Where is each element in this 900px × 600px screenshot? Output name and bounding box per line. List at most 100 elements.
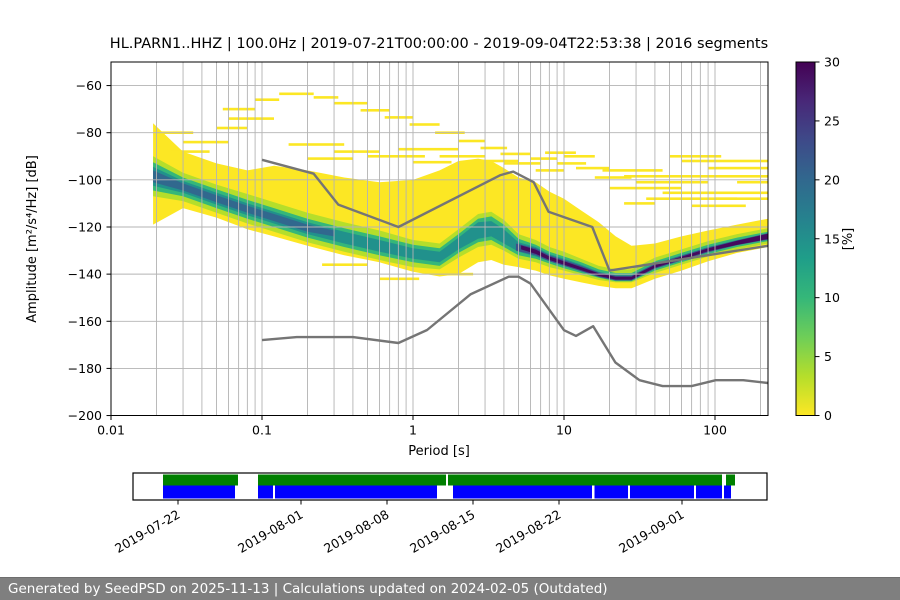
timeline-date-label: 2019-08-15 xyxy=(407,507,477,556)
heatmap-streak xyxy=(413,160,452,164)
heatmap-streak xyxy=(216,126,248,130)
colorbar-label: [%] xyxy=(841,228,856,251)
colorbar-tick-label: 30 xyxy=(824,55,840,70)
timeline-date-label: 2019-08-01 xyxy=(235,507,305,556)
heatmap-streak xyxy=(307,157,353,160)
x-tick-label: 0.01 xyxy=(97,423,125,438)
ppsd-figure: 0.01 0.1 1 10 100−60−80−100−120−140−160−180−… xyxy=(25,36,856,556)
y-tick-label: −140 xyxy=(68,267,102,282)
timeline-date-label: 2019-08-08 xyxy=(321,507,391,556)
axis-ticks: 0.01 0.1 1 10 100 −60 −80 −100 −120 −140 −160 −180 −… xyxy=(68,78,727,437)
ppsd-heatmap xyxy=(153,92,768,289)
heatmap-streak xyxy=(384,116,413,119)
x-tick-label: 10 xyxy=(556,423,572,438)
x-tick-label: 1 xyxy=(409,423,417,438)
plot-grid xyxy=(111,62,768,416)
heatmap-streak xyxy=(737,180,768,184)
x-tick-label: 0.1 xyxy=(252,423,272,438)
heatmap-streak xyxy=(473,159,519,163)
coverage-timeline: 2019-07-22 2019-08-01 2019-08-08 2019-08-15… xyxy=(112,472,768,556)
colorbar-tick-label: 0 xyxy=(824,408,832,423)
heatmap-streak xyxy=(288,143,345,146)
heatmap-streak xyxy=(602,169,663,172)
heatmap-streak xyxy=(367,155,425,158)
footer-bar: Generated by SeedPSD on 2025-11-13 | Cal… xyxy=(0,577,900,600)
heatmap-streak xyxy=(681,159,768,163)
heatmap-streak xyxy=(624,175,768,178)
timeline-date-label: 2019-09-01 xyxy=(616,507,686,556)
nhnm-line xyxy=(261,158,768,272)
heatmap-streak xyxy=(708,166,768,170)
colorbar-tick-label: 25 xyxy=(824,113,840,128)
heatmap-streak xyxy=(715,197,768,200)
heatmap-streak xyxy=(398,147,459,151)
y-tick-label: −180 xyxy=(68,361,102,376)
colorbar-tick-label: 5 xyxy=(824,349,832,364)
heatmap-streak xyxy=(171,150,210,153)
colorbar-tick-label: 15 xyxy=(824,231,840,246)
heatmap-streak xyxy=(313,96,339,99)
timeline-green-segment xyxy=(258,474,446,486)
footer-text: Generated by SeedPSD on 2025-11-13 | Cal… xyxy=(8,581,608,597)
heatmap-band-pdf-1pct xyxy=(153,123,768,289)
y-tick-label: −200 xyxy=(68,408,102,423)
heatmap-streak xyxy=(545,151,576,154)
heatmap-streak xyxy=(636,180,708,184)
timeline-date-label: 2019-07-22 xyxy=(112,507,182,556)
heatmap-streak xyxy=(379,277,420,281)
heatmap-streak xyxy=(530,157,558,160)
heatmap-streak xyxy=(183,140,229,144)
heatmap-streak xyxy=(576,166,610,170)
x-axis-label: Period [s] xyxy=(408,444,470,459)
timeline-blue-segment xyxy=(724,485,731,499)
y-tick-label: −80 xyxy=(76,125,102,140)
heatmap-streak xyxy=(334,150,380,153)
heatmap-streak xyxy=(669,155,722,158)
y-tick-label: −120 xyxy=(68,219,102,234)
timeline-blue-segment xyxy=(630,485,694,499)
heatmap-streak xyxy=(255,98,280,101)
heatmap-streak xyxy=(594,176,632,179)
timeline-date-label: 2019-08-22 xyxy=(493,507,563,556)
timeline-green-segment xyxy=(448,474,722,486)
heatmap-band-pdf-20pct-left xyxy=(153,170,334,237)
heatmap-streak xyxy=(279,92,314,96)
timeline-green-segment xyxy=(726,474,735,486)
heatmap-streak xyxy=(535,169,564,172)
timeline-blue-segment xyxy=(594,485,628,499)
heatmap-streak xyxy=(691,204,746,208)
y-tick-label: −60 xyxy=(76,78,102,93)
timeline-blue-segment xyxy=(453,485,592,499)
y-tick-label: −100 xyxy=(68,172,102,187)
timeline-blue-segment xyxy=(258,485,273,499)
colorbar: 0 5 10 15 20 25 30 [%] xyxy=(795,55,856,423)
y-tick-label: −160 xyxy=(68,314,102,329)
heatmap-streak xyxy=(439,155,486,158)
y-axis-label: Amplitude [m²/s⁴/Hz] [dB] xyxy=(25,155,40,323)
colorbar-tick-label: 10 xyxy=(824,290,840,305)
timeline-blue-segment xyxy=(275,485,437,499)
heatmap-streak xyxy=(360,109,390,112)
colorbar-tick-label: 20 xyxy=(824,172,840,187)
nlnm-line xyxy=(261,275,768,388)
x-tick-label: 100 xyxy=(703,423,727,438)
heatmap-band-pdf-28pct-right xyxy=(521,233,768,280)
colorbar-ticks: 0 5 10 15 20 25 30 xyxy=(815,55,840,423)
heatmap-streak xyxy=(564,155,595,158)
colorbar-gradient xyxy=(795,61,816,416)
timeline-blue-segment xyxy=(163,485,235,499)
plot-title: HL.PARN1..HHZ | 100.0Hz | 2019-07-21T00:… xyxy=(110,36,768,52)
timeline-green-segment xyxy=(163,474,238,486)
timeline-blue-segment xyxy=(696,485,722,499)
heatmap-streak xyxy=(557,162,587,165)
heatmap-streak xyxy=(500,152,531,156)
noise-model-lines xyxy=(261,158,768,388)
heatmap-streak xyxy=(609,186,682,190)
heatmap-streak xyxy=(334,101,368,105)
heatmap-streak xyxy=(480,146,508,150)
heatmap-streak xyxy=(458,139,486,143)
heatmap-band-pdf-15pct xyxy=(153,166,768,280)
heatmap-streak xyxy=(228,117,274,120)
heatmap-streak xyxy=(322,263,368,266)
plot-border xyxy=(110,61,769,416)
